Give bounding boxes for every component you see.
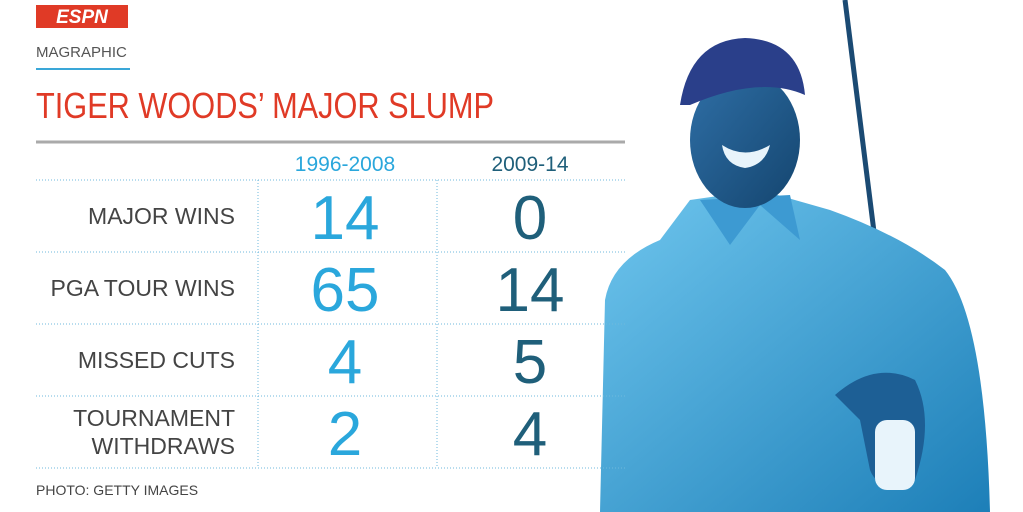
glove — [875, 420, 915, 490]
column-header: 1996-2008 — [295, 153, 395, 176]
row-label: MISSED CUTS — [78, 347, 235, 373]
row-label: TOURNAMENT — [73, 405, 235, 431]
cell-value: 14 — [311, 184, 380, 253]
cell-value: 14 — [496, 256, 565, 325]
cap — [680, 38, 805, 105]
collar — [700, 195, 800, 245]
title: TIGER WOODS’ MAJOR SLUMP — [36, 85, 494, 126]
cell-value: 2 — [328, 400, 362, 469]
cell-value: 4 — [513, 400, 547, 469]
photo — [600, 0, 990, 512]
teeth — [722, 145, 770, 168]
cell-value: 4 — [328, 328, 362, 397]
cell-value: 0 — [513, 184, 547, 253]
logo-box — [36, 5, 128, 28]
logo: ESPN — [56, 7, 109, 28]
row-label: PGA TOUR WINS — [51, 275, 235, 301]
row-label: WITHDRAWS — [91, 433, 235, 459]
head — [690, 72, 800, 208]
kicker: MAGRAPHIC — [36, 44, 127, 61]
cell-value: 65 — [311, 256, 380, 325]
column-header: 2009-14 — [491, 153, 568, 176]
cell-value: 5 — [513, 328, 547, 397]
shirt — [600, 190, 990, 512]
row-label: MAJOR WINS — [88, 203, 235, 229]
credit: PHOTO: GETTY IMAGES — [36, 482, 198, 498]
